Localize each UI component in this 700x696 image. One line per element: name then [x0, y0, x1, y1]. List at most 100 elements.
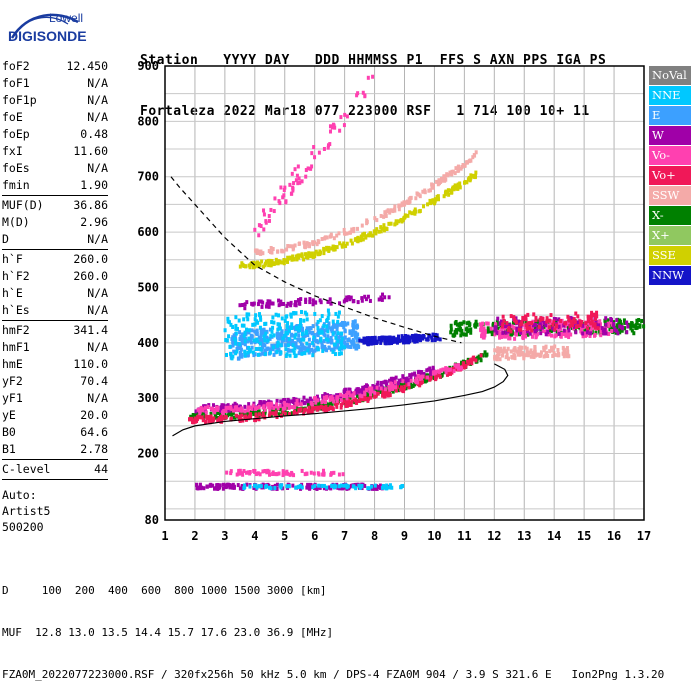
- echo-point: [453, 171, 457, 176]
- echo-point: [234, 413, 238, 418]
- echo-point: [321, 348, 325, 353]
- echo-point: [366, 342, 370, 347]
- echo-point: [356, 236, 360, 241]
- echo-point: [377, 336, 381, 341]
- echo-point: [343, 387, 347, 392]
- param-value: 1.90: [80, 178, 108, 192]
- echo-point: [412, 334, 416, 339]
- echo-point: [595, 310, 599, 315]
- echo-point: [448, 367, 452, 372]
- echo-point: [382, 228, 386, 233]
- echo-point: [204, 410, 208, 415]
- echo-point: [405, 376, 409, 381]
- echo-point: [356, 300, 360, 305]
- echo-point: [348, 393, 352, 398]
- echo-point: [517, 319, 521, 324]
- echo-point: [491, 323, 495, 328]
- echo-point: [342, 230, 346, 235]
- echo-point: [286, 343, 290, 348]
- echo-point: [382, 226, 386, 231]
- echo-cluster-ssw: [493, 344, 571, 362]
- echo-point: [534, 315, 538, 320]
- electron-density-profile: [172, 363, 509, 437]
- echo-point: [340, 486, 344, 491]
- echo-point: [326, 329, 330, 334]
- echo-point: [326, 299, 330, 304]
- echo-point: [304, 329, 308, 334]
- echo-point: [573, 319, 577, 324]
- echo-point: [253, 317, 257, 322]
- echo-point: [566, 333, 570, 338]
- echo-point: [369, 392, 373, 397]
- echo-point: [195, 417, 199, 422]
- echo-point: [267, 469, 271, 474]
- echo-point: [604, 331, 608, 336]
- echo-point: [373, 337, 377, 342]
- echo-point: [392, 335, 396, 340]
- echo-point: [308, 343, 312, 348]
- echo-point: [329, 340, 333, 345]
- echo-point: [229, 322, 233, 327]
- echo-point: [346, 484, 350, 489]
- echo-point: [304, 168, 308, 173]
- echo-point: [385, 391, 389, 396]
- param-separator: [2, 459, 108, 460]
- echo-point: [387, 385, 391, 390]
- echo-point: [292, 310, 296, 315]
- echo-point: [377, 229, 381, 234]
- echo-point: [261, 413, 265, 418]
- echo-point: [438, 374, 442, 379]
- echo-point: [525, 326, 529, 331]
- echo-point: [482, 329, 486, 334]
- echo-point: [435, 179, 439, 184]
- echo-point: [433, 197, 437, 202]
- echo-point: [329, 400, 333, 405]
- echo-point: [579, 327, 583, 332]
- echo-point: [335, 327, 339, 332]
- echo-point: [519, 330, 523, 335]
- echo-point: [309, 326, 313, 331]
- echo-point: [318, 252, 322, 257]
- echo-point: [366, 398, 370, 403]
- echo-point: [237, 471, 241, 476]
- echo-point: [271, 470, 275, 475]
- echo-point: [390, 376, 394, 381]
- echo-point: [339, 483, 343, 488]
- echo-point: [333, 247, 337, 252]
- echo-point: [394, 388, 398, 393]
- echo-point: [337, 310, 341, 315]
- echo-point: [545, 316, 549, 321]
- echo-point: [350, 332, 354, 337]
- echo-point: [240, 484, 244, 489]
- echo-point: [268, 485, 272, 490]
- echo-point: [410, 372, 414, 377]
- echo-point: [290, 171, 294, 176]
- echo-point: [238, 342, 242, 347]
- echo-point: [211, 403, 215, 408]
- echo-point: [243, 353, 247, 358]
- echo-point: [457, 327, 461, 332]
- echo-point: [502, 348, 506, 353]
- echo-point: [265, 470, 269, 475]
- x-tick-label: 7: [341, 529, 348, 543]
- echo-point: [259, 484, 263, 489]
- echo-point: [531, 350, 535, 355]
- param-row: MUF(D) 36.86: [2, 197, 108, 214]
- echo-point: [353, 319, 357, 324]
- echo-point: [313, 405, 317, 410]
- echo-point: [537, 324, 541, 329]
- echo-point: [494, 322, 498, 327]
- echo-point: [594, 330, 598, 335]
- echo-point: [378, 389, 382, 394]
- param-value: N/A: [87, 93, 108, 107]
- echo-point: [397, 219, 401, 224]
- echo-point: [589, 331, 593, 336]
- echo-point: [567, 335, 571, 340]
- echo-point: [294, 401, 298, 406]
- echo-point: [438, 337, 442, 342]
- echo-point: [362, 336, 366, 341]
- echo-point: [534, 318, 538, 323]
- echo-point: [315, 322, 319, 327]
- echo-point: [363, 483, 367, 488]
- echo-point: [268, 411, 272, 416]
